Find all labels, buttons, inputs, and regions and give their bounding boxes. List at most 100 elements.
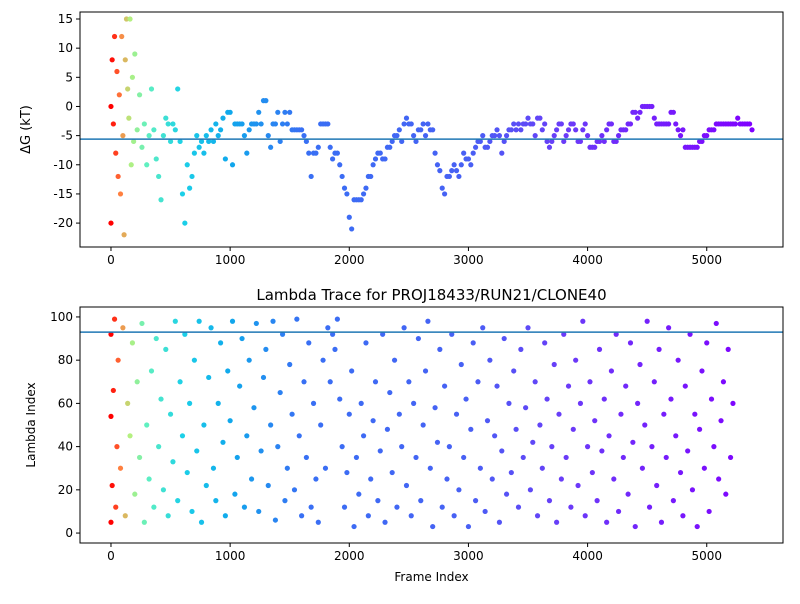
data-point [673, 433, 679, 439]
y-tick-label: 100 [50, 310, 73, 324]
data-point [182, 220, 188, 226]
data-point [682, 383, 688, 389]
data-point [187, 185, 193, 191]
data-point [279, 121, 286, 127]
data-point [439, 185, 445, 191]
data-point [418, 498, 424, 504]
data-point [587, 379, 593, 385]
data-point [116, 92, 122, 98]
data-point [677, 469, 684, 476]
data-point [403, 115, 410, 121]
data-point [387, 144, 393, 150]
data-point [141, 519, 147, 525]
data-point [573, 357, 579, 363]
data-point [411, 400, 417, 406]
data-point [496, 519, 503, 525]
data-point [520, 454, 526, 461]
data-point [401, 121, 407, 127]
data-point [110, 121, 116, 127]
data-point [198, 519, 205, 525]
data-point [384, 426, 391, 432]
data-point [136, 92, 143, 98]
data-point [446, 444, 452, 450]
data-point [716, 476, 722, 482]
data-point [546, 498, 553, 504]
data-point [546, 144, 553, 150]
data-point [356, 491, 362, 497]
data-point [418, 127, 424, 133]
data-point [387, 389, 393, 396]
data-point [630, 439, 636, 445]
data-point [511, 121, 517, 127]
data-point [308, 504, 314, 510]
data-point [263, 346, 269, 352]
data-point [184, 162, 190, 168]
data-point [330, 156, 336, 162]
y-tick-label: 80 [58, 353, 73, 367]
y-tick-label: 40 [58, 440, 73, 454]
data-point [561, 138, 567, 145]
data-point [377, 448, 383, 454]
data-point [275, 444, 281, 450]
data-point [544, 138, 550, 145]
data-point [301, 379, 307, 385]
data-point [651, 115, 657, 121]
data-point [272, 121, 279, 127]
data-point [589, 469, 595, 476]
data-point [158, 197, 164, 203]
data-point [575, 482, 581, 489]
data-point [453, 411, 460, 417]
data-point [360, 433, 367, 439]
data-point [456, 487, 462, 493]
data-point [437, 168, 443, 174]
data-point [451, 162, 457, 168]
data-point [434, 162, 441, 168]
data-point [499, 448, 505, 454]
data-point [635, 115, 641, 121]
data-point [256, 508, 262, 515]
data-point [110, 387, 116, 394]
data-point [108, 519, 114, 525]
data-point [272, 517, 279, 523]
data-point [515, 504, 522, 510]
data-point [396, 411, 402, 417]
data-point [611, 476, 617, 482]
data-point [363, 340, 369, 346]
data-point [260, 374, 267, 381]
data-point [187, 400, 193, 406]
data-point [484, 144, 491, 150]
data-point [563, 133, 569, 139]
data-point [203, 482, 209, 489]
data-point [306, 340, 312, 346]
data-point [389, 469, 395, 476]
data-point [208, 325, 214, 331]
data-point [518, 127, 524, 133]
y-tick-label: -10 [53, 158, 73, 172]
x-tick-label: 1000 [215, 549, 246, 563]
chart-title: Lambda Trace for PROJ18433/RUN21/CLONE40 [256, 286, 606, 304]
data-point [201, 422, 207, 428]
data-point [582, 121, 588, 127]
data-point [117, 191, 124, 197]
data-point [465, 523, 472, 530]
y-tick-label: 0 [65, 99, 73, 113]
data-point [141, 121, 147, 127]
data-point [120, 325, 126, 331]
data-point [132, 491, 138, 497]
data-point [131, 138, 137, 145]
data-point [339, 173, 345, 180]
data-point [523, 405, 529, 411]
data-point [132, 51, 138, 57]
data-point [558, 476, 564, 482]
data-point [646, 504, 653, 510]
data-point [337, 396, 343, 402]
x-tick-label: 2000 [334, 253, 365, 267]
x-axis-label: Frame Index [394, 570, 468, 584]
data-point [165, 513, 171, 519]
data-point [537, 115, 543, 121]
data-point [570, 121, 576, 127]
data-point [501, 138, 507, 145]
data-point [687, 331, 693, 337]
data-point [179, 433, 186, 439]
data-point [551, 133, 557, 139]
